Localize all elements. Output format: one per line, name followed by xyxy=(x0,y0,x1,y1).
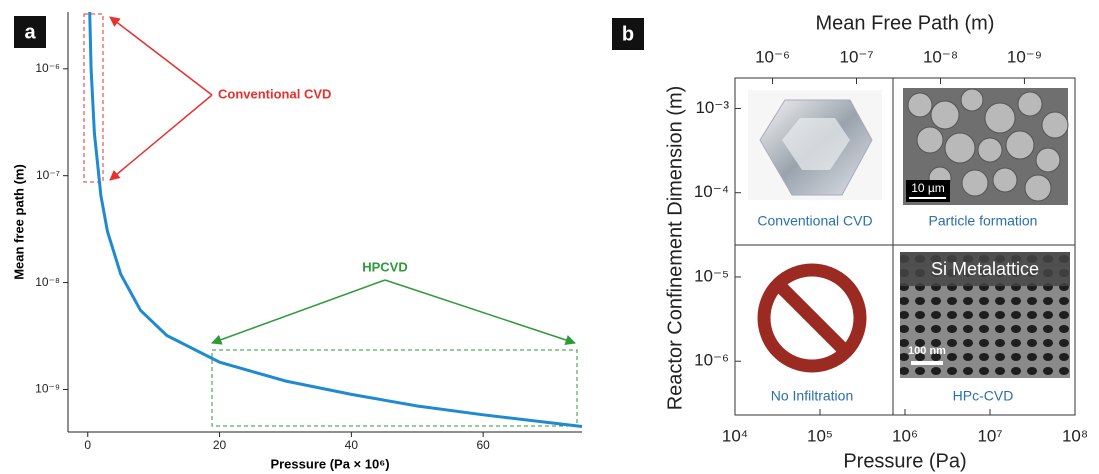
x-tick-label: 0 xyxy=(84,438,91,452)
y-tick-label: 10⁻⁶ xyxy=(694,351,729,370)
line xyxy=(88,11,583,428)
y-tick-label: 10⁻⁸ xyxy=(35,275,60,289)
y-tick-label: 10⁻⁴ xyxy=(694,182,729,201)
arrow xyxy=(211,279,386,345)
x-tick-label: 60 xyxy=(476,438,490,452)
x-tick-label: 10⁴ xyxy=(722,426,748,445)
annotation: Conventional CVD xyxy=(218,86,331,101)
x-tick-label: 20 xyxy=(213,438,227,452)
x2-tick-label: 10⁻⁸ xyxy=(923,47,958,66)
scale-text: 100 nm xyxy=(908,345,946,357)
y-tick-label: 10⁻⁵ xyxy=(694,266,729,285)
quadrant-label: Conventional CVD xyxy=(757,213,872,229)
panel-label: b xyxy=(622,23,634,45)
x-tick-label: 40 xyxy=(345,438,359,452)
no-sign xyxy=(757,263,867,373)
x-axis-label: Pressure (Pa) xyxy=(843,450,966,472)
y-tick-label: 10⁻³ xyxy=(695,98,729,117)
y-tick-label: 10⁻⁷ xyxy=(36,168,60,182)
no-sign-slash xyxy=(773,279,851,357)
x-tick-label: 10⁸ xyxy=(1062,426,1088,445)
scale-text: 10 µm xyxy=(911,181,945,195)
quadrant-label: No Infiltration xyxy=(771,388,853,404)
quadrant-label: HPc-CVD xyxy=(953,388,1014,404)
x-axis-label: Pressure (Pa × 10⁶) xyxy=(270,456,389,471)
x-tick-label: 10⁷ xyxy=(977,426,1002,445)
x-tick-label: 10⁶ xyxy=(892,426,918,445)
inset-title: Si Metalattice xyxy=(931,259,1039,279)
particles xyxy=(907,88,1069,202)
x2-tick-label: 10⁻⁹ xyxy=(1007,47,1042,66)
y-axis-label: Reactor Confinement Dimension (m) xyxy=(664,86,686,411)
y-axis-label: Mean free path (m) xyxy=(11,164,26,280)
x2-axis-label: Mean Free Path (m) xyxy=(816,12,995,34)
y-tick-label: 10⁻⁹ xyxy=(35,382,60,396)
quadrant-label: Particle formation xyxy=(929,213,1038,229)
x-tick-label: 10⁵ xyxy=(807,426,833,445)
scale-bar-bg xyxy=(906,180,950,202)
arrow xyxy=(109,16,213,96)
x2-tick-label: 10⁻⁶ xyxy=(755,47,790,66)
arrow xyxy=(109,94,213,181)
highlight-box xyxy=(83,13,104,183)
inset-title-bg xyxy=(900,252,1070,286)
panel-label: a xyxy=(24,21,36,43)
diamond-facet xyxy=(782,118,850,170)
arrow xyxy=(384,279,576,346)
highlight-box xyxy=(211,349,578,427)
x2-tick-label: 10⁻⁷ xyxy=(839,47,873,66)
annotation: HPCVD xyxy=(362,259,408,274)
y-tick-label: 10⁻⁶ xyxy=(35,61,60,75)
panel-badge xyxy=(14,16,46,48)
panel-badge xyxy=(612,18,644,50)
